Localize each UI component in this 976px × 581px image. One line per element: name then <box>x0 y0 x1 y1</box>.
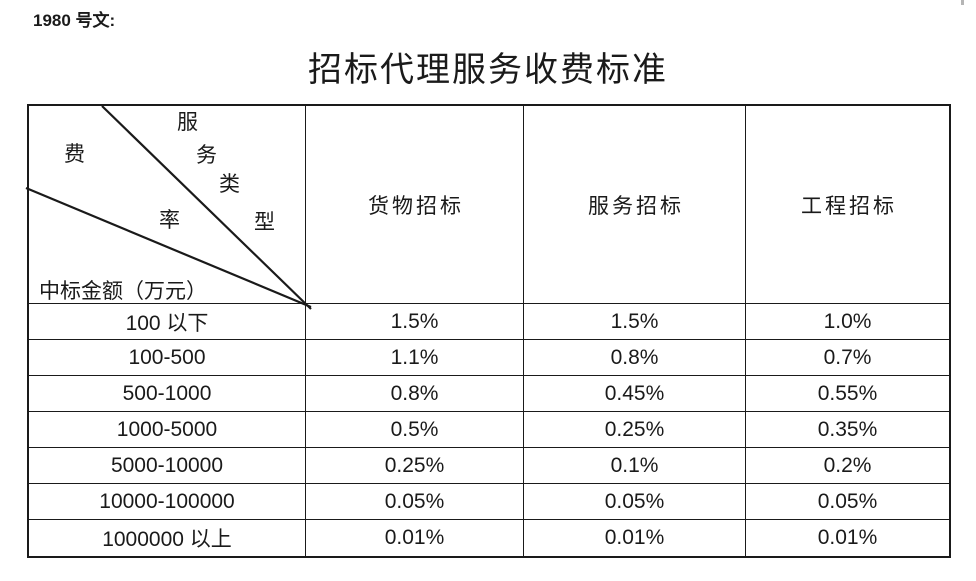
rate-cell: 0.35% <box>746 412 949 448</box>
row-label: 1000000 以上 <box>29 520 306 556</box>
rate-cell: 0.45% <box>524 376 746 412</box>
fee-table: 服 务 类 型 费 率 中标金额（万元） 货物招标 服务招标 工程招标 100 … <box>25 104 951 558</box>
corner-label-rate-char: 率 <box>159 208 180 232</box>
rate-cell: 0.01% <box>524 520 746 556</box>
row-label: 5000-10000 <box>29 448 306 484</box>
rate-cell: 0.01% <box>306 520 524 556</box>
rate-cell: 1.5% <box>306 304 524 340</box>
corner-label-service-type-char: 务 <box>196 143 217 167</box>
corner-header-cell: 服 务 类 型 费 率 中标金额（万元） <box>25 105 312 310</box>
rate-cell: 0.8% <box>306 376 524 412</box>
rate-cell: 0.05% <box>306 484 524 520</box>
rate-cell: 0.1% <box>524 448 746 484</box>
doc-ref: 1980 号文: <box>33 11 116 30</box>
corner-label-service-type-char: 类 <box>219 172 240 196</box>
rate-cell: 1.0% <box>746 304 949 340</box>
diagonal-lines <box>25 105 312 310</box>
rate-cell: 0.25% <box>524 412 746 448</box>
corner-label-service-type-char: 型 <box>254 210 275 234</box>
rate-cell: 0.05% <box>746 484 949 520</box>
corner-label-service-type-char: 服 <box>177 110 198 134</box>
rate-cell: 0.01% <box>817 526 878 549</box>
col-header-goods-tender: 货物招标 <box>306 106 524 304</box>
corner-label-amount: 中标金额（万元） <box>39 279 207 303</box>
rate-cell: 1.1% <box>306 340 524 376</box>
scrollbar-artifact <box>961 0 964 5</box>
rate-cell: 1.5% <box>524 304 746 340</box>
rate-cell: 0.25% <box>306 448 524 484</box>
rate-cell: 0.8% <box>524 340 746 376</box>
row-label: 500-1000 <box>29 376 306 412</box>
rate-cell: 0.2% <box>746 448 949 484</box>
rate-cell: 0.5% <box>306 412 524 448</box>
row-label: 10000-100000 <box>29 484 306 520</box>
corner-label-rate-char: 费 <box>64 142 85 166</box>
rate-cell: 0.55% <box>746 376 949 412</box>
page-title: 招标代理服务收费标准 <box>308 52 668 89</box>
rate-cell: 0.05% <box>524 484 746 520</box>
row-label: 100 以下 <box>29 304 306 340</box>
col-header-service-tender: 服务招标 <box>524 106 746 304</box>
row-label: 100-500 <box>29 340 306 376</box>
diagonal-line-lower <box>25 186 312 309</box>
col-header-engineering-tender: 工程招标 <box>746 106 949 304</box>
rate-cell: 0.7% <box>746 340 949 376</box>
row-label: 1000-5000 <box>29 412 306 448</box>
diagonal-line-upper <box>101 105 312 310</box>
